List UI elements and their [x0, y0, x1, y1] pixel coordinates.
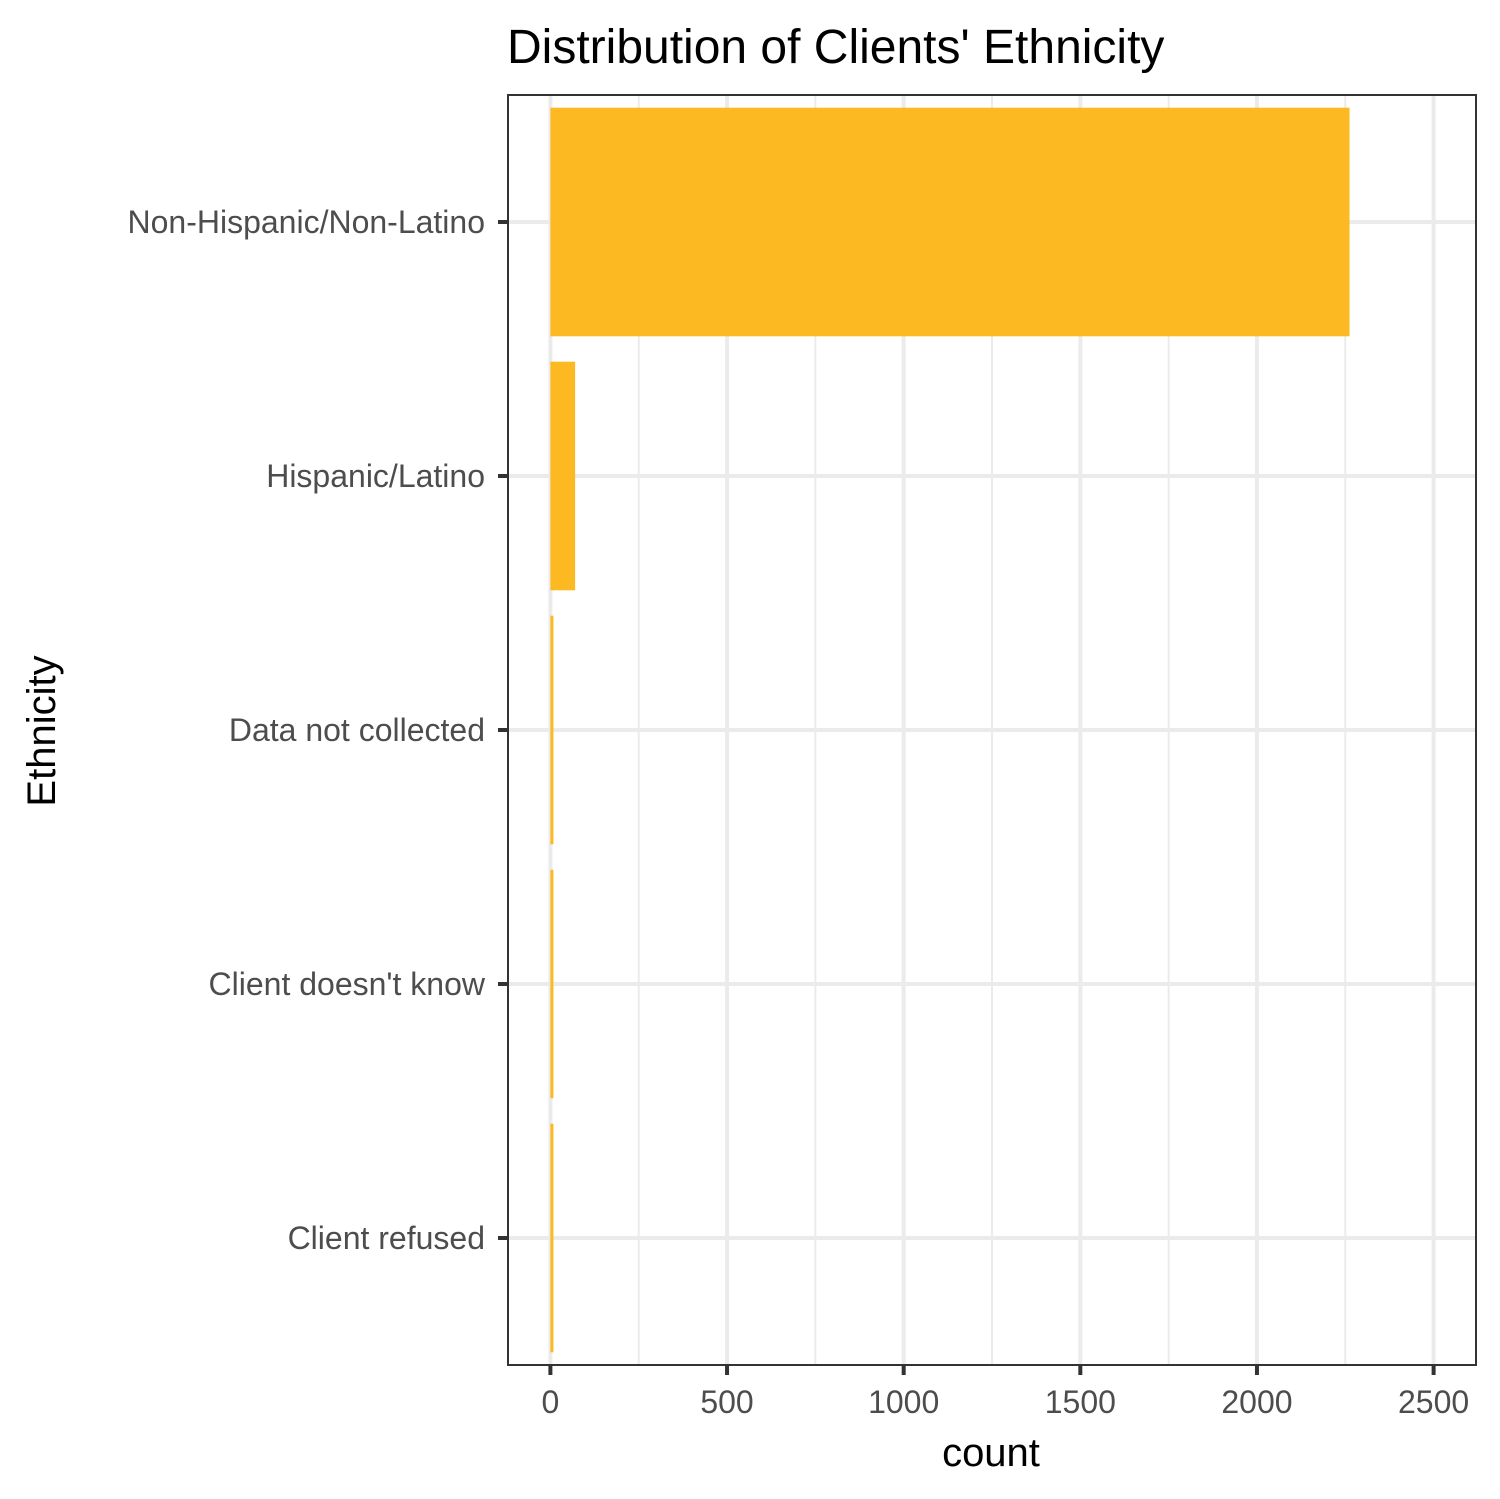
bar [550, 869, 554, 1099]
y-tick-label: Hispanic/Latino [266, 458, 485, 494]
y-axis: Non-Hispanic/Non-Latino Hispanic/Latino Da… [127, 204, 508, 1256]
y-axis-title: Ethnicity [20, 655, 64, 806]
x-tick-label: 2500 [1398, 1384, 1469, 1420]
y-tick-label: Non-Hispanic/Non-Latino [127, 204, 485, 240]
y-tick-label: Client doesn't know [209, 966, 486, 1002]
bar [550, 615, 554, 845]
x-axis-title: count [942, 1431, 1040, 1475]
bar [550, 1123, 554, 1353]
x-tick-label: 0 [541, 1384, 559, 1420]
x-tick-label: 1000 [868, 1384, 939, 1420]
bars [550, 107, 1350, 1353]
x-tick-label: 1500 [1045, 1384, 1116, 1420]
chart-title: Distribution of Clients' Ethnicity [507, 21, 1164, 74]
y-tick-label: Data not collected [229, 712, 485, 748]
x-tick-label: 500 [700, 1384, 753, 1420]
bar [550, 107, 1350, 337]
x-tick-label: 2000 [1221, 1384, 1292, 1420]
x-axis: 0 500 1000 1500 2000 2500 [541, 1365, 1469, 1420]
bar [550, 361, 576, 591]
y-tick-label: Client refused [288, 1220, 485, 1256]
